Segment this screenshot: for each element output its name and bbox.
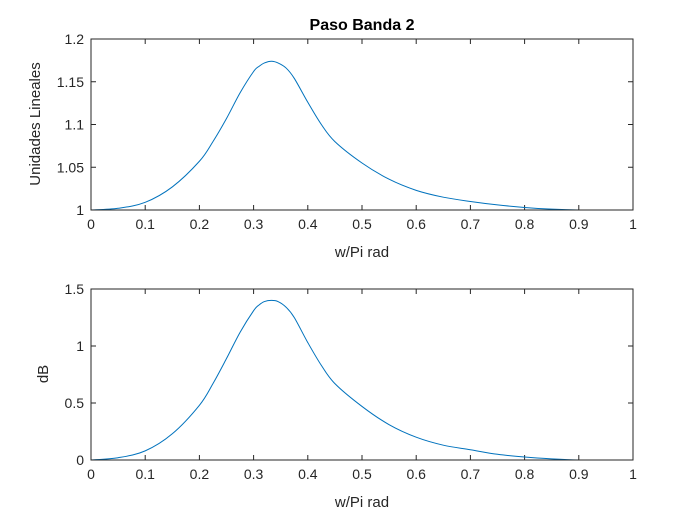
x-tick-label: 0.4 xyxy=(298,466,318,482)
x-tick-label: 0.9 xyxy=(569,216,589,232)
chart-linear: Paso Banda 2 w/Pi rad Unidades Lineales … xyxy=(27,17,637,261)
x-tick-label: 0.7 xyxy=(461,466,481,482)
x-tick-label: 0.2 xyxy=(190,466,210,482)
x-tick-label: 0.4 xyxy=(298,216,318,232)
x-tick-label: 0.1 xyxy=(135,466,155,482)
x-tick-label: 0.7 xyxy=(461,216,481,232)
y-tick-label: 0.5 xyxy=(65,395,85,411)
x-tick-label: 0.5 xyxy=(352,466,372,482)
x-tick-label: 0.6 xyxy=(406,216,426,232)
y-tick-label: 1.2 xyxy=(65,31,85,47)
series-line xyxy=(90,60,633,211)
y-tick-label: 1 xyxy=(76,338,84,354)
plot-area xyxy=(90,299,633,461)
x-tick-label: 0.8 xyxy=(515,216,535,232)
x-tick-label: 1 xyxy=(629,216,637,232)
x-tick-label: 0.9 xyxy=(569,466,589,482)
y-tick-label: 1.1 xyxy=(65,117,85,133)
x-tick-label: 0 xyxy=(87,466,95,482)
axes-frame xyxy=(90,38,634,211)
series-line xyxy=(90,299,633,461)
x-tick-label: 0.5 xyxy=(352,216,372,232)
y-tick-label: 1.5 xyxy=(65,281,85,297)
y-tick-label: 0 xyxy=(76,452,84,468)
chart-title: Paso Banda 2 xyxy=(310,17,415,34)
y-tick-label: 1.15 xyxy=(57,74,84,90)
x-tick-label: 0.6 xyxy=(406,466,426,482)
x-tick-label: 0 xyxy=(87,216,95,232)
x-tick-label: 0.3 xyxy=(244,216,264,232)
tick-group: 0 0.1 0.2 0.3 0.4 0.5 0.6 0.7 0.8 0.9 1 1 1.05 1.1 1.1… xyxy=(57,31,637,232)
x-tick-label: 0.2 xyxy=(190,216,210,232)
tick-group: 0 0.1 0.2 0.3 0.4 0.5 0.6 0.7 0.8 0.9 1 0 0.5 1 1.5 xyxy=(65,281,638,482)
x-tick-label: 0.1 xyxy=(135,216,155,232)
x-tick-label: 1 xyxy=(629,466,637,482)
plot-area xyxy=(90,60,633,211)
x-tick-label: 0.3 xyxy=(244,466,264,482)
x-axis-label: w/Pi rad xyxy=(334,244,389,261)
chart-db: w/Pi rad dB 0 0.1 0.2 0.3 0.4 0.5 0.6 0.7 0.8 0.9… xyxy=(35,281,637,511)
y-axis-label: Unidades Lineales xyxy=(27,62,44,185)
y-tick-label: 1.05 xyxy=(57,159,84,175)
x-tick-label: 0.8 xyxy=(515,466,535,482)
y-axis-label: dB xyxy=(35,365,52,383)
y-tick-label: 1 xyxy=(76,202,84,218)
x-axis-label: w/Pi rad xyxy=(334,494,389,511)
axes-frame xyxy=(90,288,634,461)
